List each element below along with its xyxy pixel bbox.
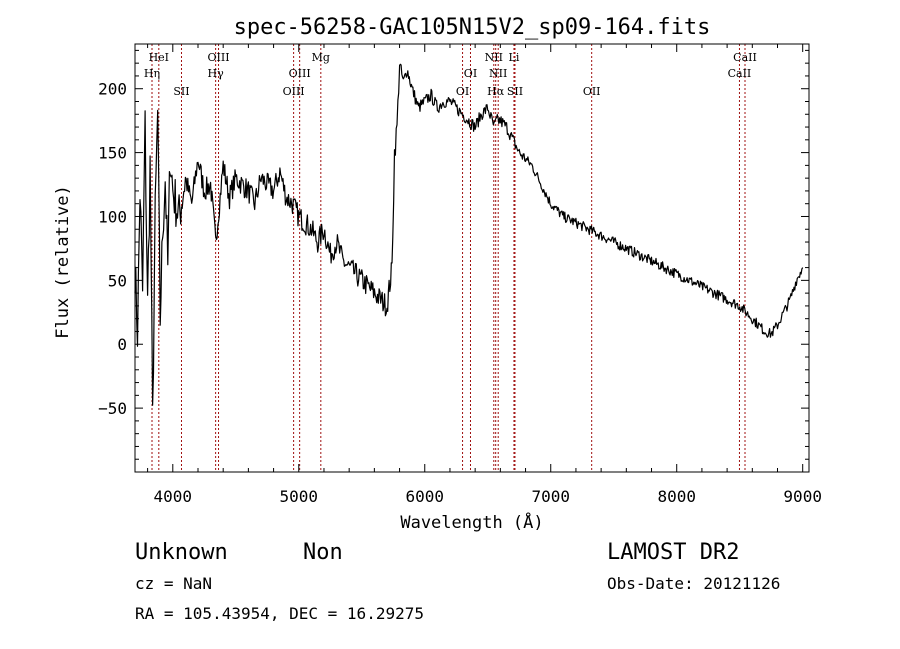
line-label: OIII [283,85,305,98]
x-tick-label: 6000 [405,487,444,506]
y-tick-label: 50 [108,271,127,290]
y-tick-label: 150 [98,144,127,163]
y-tick-label: −50 [98,399,127,418]
line-label: CaII [728,67,752,80]
y-axis: −50 0 50 100 150 200 [98,49,809,460]
spectral-subclass: Non [303,540,343,565]
x-tick-label: 9000 [783,487,822,506]
chart-title: spec-56258-GAC105N15V2_sp09-164.fits [234,15,711,40]
line-label: OII [583,85,601,98]
line-label: OIII [207,51,229,64]
line-label: Mg [312,51,330,64]
x-tick-label: 5000 [280,487,319,506]
y-tick-label: 0 [117,335,127,354]
line-label: Hα [487,85,505,98]
plot-frame [134,43,810,473]
line-label: NII [485,51,503,64]
line-label: CaII [733,51,757,64]
line-label: OI [456,85,469,98]
redshift-text: cz = NaN [135,574,212,593]
spectrum-line [134,63,804,406]
spectral-class: Unknown [135,540,228,565]
x-tick-label: 8000 [657,487,696,506]
line-label: SII [507,85,523,98]
y-axis-label: Flux (relative) [53,185,73,339]
y-tick-label: 200 [98,80,127,99]
line-label: SII [173,85,189,98]
coordinates: RA = 105.43954, DEC = 16.29275 [135,604,424,623]
x-tick-label: 7000 [531,487,570,506]
x-axis: 4000 5000 6000 7000 8000 9000 [147,44,822,506]
x-tick-label: 4000 [154,487,193,506]
line-label: NII [489,67,507,80]
line-label: OI [464,67,477,80]
survey-name: LAMOST DR2 [607,540,739,565]
x-axis-label: Wavelength (Å) [400,511,543,533]
line-label: HeI [149,51,169,64]
obs-date: Obs-Date: 20121126 [607,574,780,593]
line-label: Li [509,51,520,64]
line-label: Hη [144,67,160,80]
line-label: Hγ [208,67,225,80]
y-tick-label: 100 [98,207,127,226]
line-label: OIII [289,67,311,80]
